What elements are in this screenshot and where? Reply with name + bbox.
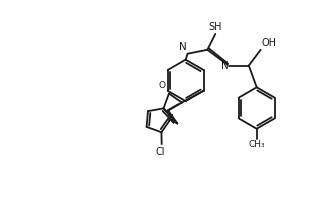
Text: CH₃: CH₃ [248,140,265,149]
Text: N: N [179,42,187,52]
Text: OH: OH [262,38,277,48]
Text: SH: SH [208,22,222,32]
Text: N: N [221,61,229,71]
Text: O: O [159,81,166,90]
Text: Cl: Cl [156,147,165,157]
Text: N: N [166,114,173,123]
